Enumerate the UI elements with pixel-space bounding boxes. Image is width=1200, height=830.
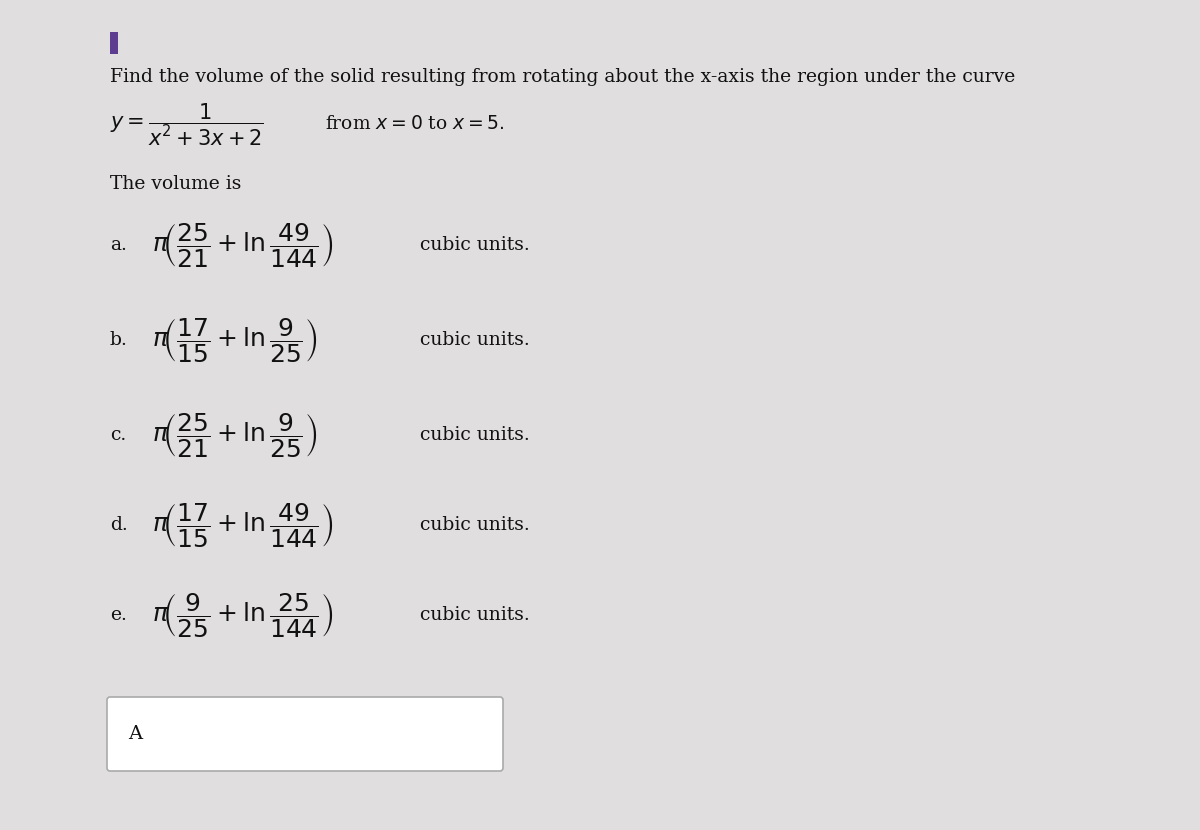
Text: from $x=0$ to $x=5.$: from $x=0$ to $x=5.$ (325, 115, 505, 133)
Text: $\pi\!\left(\dfrac{9}{25}+\ln\dfrac{25}{144}\right)$: $\pi\!\left(\dfrac{9}{25}+\ln\dfrac{25}{… (152, 591, 334, 639)
Text: e.: e. (110, 606, 127, 624)
Text: $y = \dfrac{1}{x^2+3x+2}$: $y = \dfrac{1}{x^2+3x+2}$ (110, 102, 264, 148)
Text: cubic units.: cubic units. (420, 236, 529, 254)
Bar (110, 32, 118, 54)
Text: cubic units.: cubic units. (420, 516, 529, 534)
Text: cubic units.: cubic units. (420, 426, 529, 444)
Text: cubic units.: cubic units. (420, 606, 529, 624)
FancyBboxPatch shape (107, 697, 503, 771)
Text: cubic units.: cubic units. (420, 331, 529, 349)
Text: $\pi\!\left(\dfrac{25}{21}+\ln\dfrac{49}{144}\right)$: $\pi\!\left(\dfrac{25}{21}+\ln\dfrac{49}… (152, 221, 334, 269)
Text: The volume is: The volume is (110, 175, 241, 193)
Text: Find the volume of the solid resulting from rotating about the x-axis the region: Find the volume of the solid resulting f… (110, 68, 1015, 86)
Text: $\pi\!\left(\dfrac{25}{21}+\ln\dfrac{9}{25}\right)$: $\pi\!\left(\dfrac{25}{21}+\ln\dfrac{9}{… (152, 411, 317, 459)
Text: d.: d. (110, 516, 127, 534)
Text: a.: a. (110, 236, 127, 254)
Text: $\pi\!\left(\dfrac{17}{15}+\ln\dfrac{9}{25}\right)$: $\pi\!\left(\dfrac{17}{15}+\ln\dfrac{9}{… (152, 316, 317, 364)
Text: b.: b. (110, 331, 128, 349)
Text: A: A (128, 725, 142, 743)
Text: $\pi\!\left(\dfrac{17}{15}+\ln\dfrac{49}{144}\right)$: $\pi\!\left(\dfrac{17}{15}+\ln\dfrac{49}… (152, 501, 334, 549)
Text: c.: c. (110, 426, 126, 444)
